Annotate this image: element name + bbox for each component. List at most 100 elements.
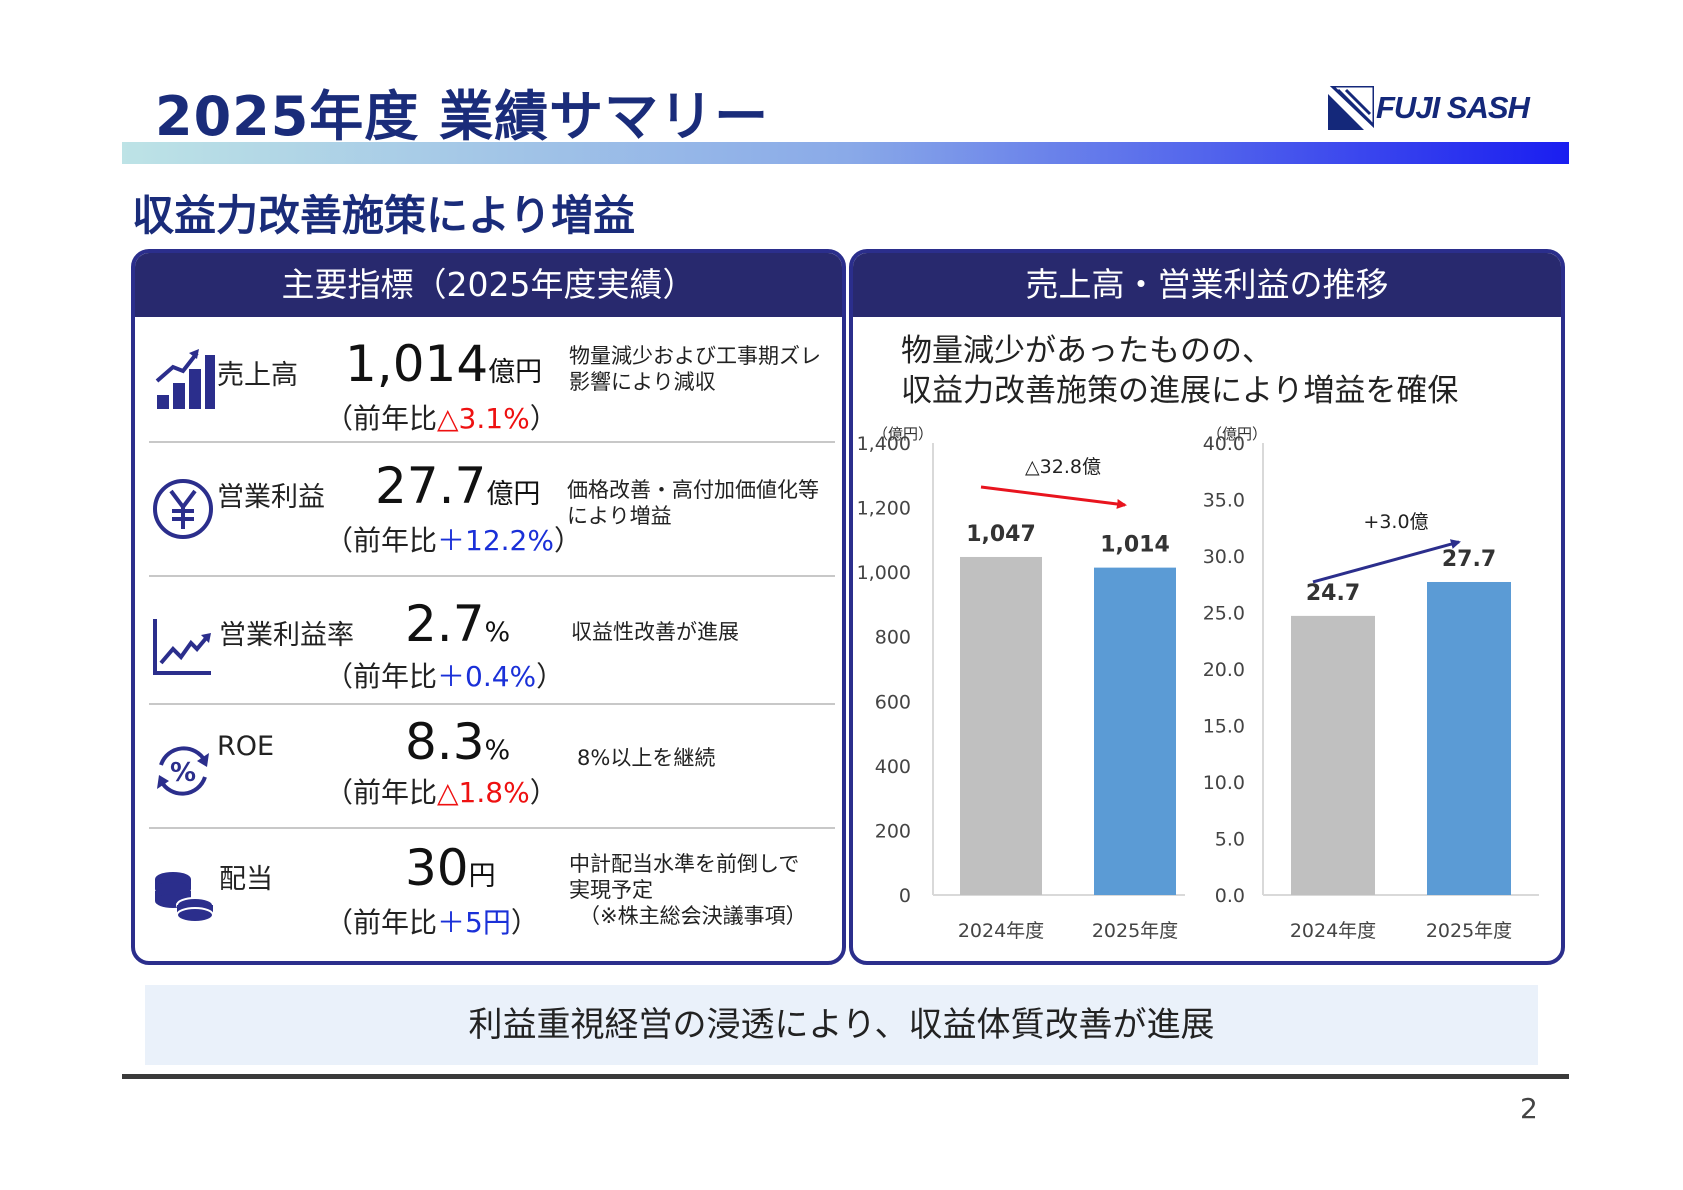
metric-label: ROE [217, 731, 275, 762]
note-line: 収益性改善が進展 [571, 620, 739, 644]
data-label: 27.7 [1442, 547, 1496, 572]
x-tick-label: 2024年度 [958, 920, 1044, 942]
metric-roe: % ROE 8.3% （前年比△1.8%） 8%以上を継続 [149, 705, 835, 829]
yoy-prefix: （前年比 [325, 906, 438, 939]
y-unit-label: （億円） [873, 425, 933, 443]
footer-message: 利益重視経営の浸透により、収益体質改善が進展 [468, 1005, 1215, 1045]
metric-yoy: （前年比＋0.4%） [325, 655, 564, 695]
metric-value: 27.7億円 [375, 457, 540, 515]
change-arrow [1312, 539, 1461, 584]
x-tick-label: 2025年度 [1092, 920, 1178, 942]
key-indicators-heading: 主要指標（2025年度実績） [135, 253, 842, 317]
y-tick-label: 35.0 [1203, 490, 1245, 512]
divider [149, 703, 835, 705]
sales-profit-trend-panel: 売上高・営業利益の推移 物量減少があったものの、 収益力改善施策の進展により増益… [849, 249, 1565, 965]
logo-text: FUJI SASH [1376, 90, 1530, 125]
key-indicators-panel: 主要指標（2025年度実績） 売上高 1,014億円 （前年比△3.1%） 物量… [131, 249, 846, 965]
y-tick-label: 1,000 [857, 562, 911, 584]
yoy-prefix: （前年比 [325, 524, 438, 557]
data-label: 1,014 [1100, 533, 1170, 558]
metric-label: 営業利益 [217, 482, 325, 513]
metric-note: 8%以上を継続 [577, 745, 715, 771]
metric-unit: 億円 [486, 479, 541, 510]
metric-number: 30 [405, 839, 469, 897]
y-tick-label: 1,400 [857, 433, 911, 455]
y-tick-label: 15.0 [1203, 716, 1245, 738]
metric-note: 中計配当水準を前倒しで 実現予定 （※株主総会決議事項） [569, 851, 807, 929]
trend-heading: 売上高・営業利益の推移 [853, 253, 1561, 317]
lead-line: 収益力改善施策の進展により増益を確保 [901, 373, 1459, 409]
metric-operating-margin: 営業利益率 2.7% （前年比＋0.4%） 収益性改善が進展 [149, 577, 835, 705]
yoy-suffix: ） [529, 402, 558, 435]
y-tick-label: 25.0 [1203, 603, 1245, 625]
y-tick-label: 10.0 [1203, 772, 1245, 794]
note-line: 中計配当水準を前倒しで [569, 852, 800, 876]
note-line: （※株主総会決議事項） [579, 904, 807, 928]
footer-banner [145, 985, 1538, 1065]
metric-number: 2.7 [405, 595, 485, 653]
x-tick-label: 2025年度 [1426, 920, 1512, 942]
divider [149, 827, 835, 829]
divider [149, 441, 835, 443]
note-line: により増益 [567, 504, 672, 528]
metric-unit: % [484, 617, 511, 648]
metric-number: 8.3 [405, 713, 485, 771]
y-unit-label: （億円） [1207, 425, 1267, 443]
metric-sales: 売上高 1,014億円 （前年比△3.1%） 物量減少および工事期ズレ 影響によ… [149, 317, 835, 443]
metric-unit: 億円 [488, 357, 543, 388]
trend-chart-icon [153, 619, 211, 675]
yoy-suffix: ） [529, 776, 558, 809]
metric-label: 売上高 [217, 360, 298, 391]
note-line: 影響により減収 [569, 370, 716, 394]
metric-note: 価格改善・高付加価値化等 により増益 [567, 477, 819, 529]
y-tick-label: 200 [875, 820, 911, 842]
y-tick-label: 800 [875, 627, 911, 649]
lead-line: 物量減少があったものの、 [901, 333, 1273, 369]
company-logo: FUJI SASH [1328, 84, 1530, 132]
y-tick-label: 40.0 [1203, 433, 1245, 455]
bar [1427, 581, 1511, 895]
title-gradient-bar [122, 142, 1569, 164]
footer-divider [122, 1074, 1569, 1079]
metric-yoy: （前年比△3.1%） [325, 397, 558, 437]
bar-growth-icon [155, 349, 215, 409]
bar [960, 556, 1042, 895]
bar [1291, 615, 1375, 895]
yoy-prefix: （前年比 [325, 402, 438, 435]
metric-number: 27.7 [375, 457, 487, 515]
y-tick-label: 30.0 [1203, 546, 1245, 568]
metric-unit: % [484, 735, 511, 766]
metric-value: 2.7% [405, 595, 510, 653]
metric-unit: 円 [468, 861, 496, 892]
change-annotation: △32.8億 [1025, 456, 1101, 478]
page-number: 2 [1520, 1092, 1538, 1125]
yoy-value: △3.1% [437, 402, 530, 435]
metric-yoy: （前年比△1.8%） [325, 771, 558, 811]
metric-yoy: （前年比＋12.2%） [325, 519, 582, 559]
yoy-value: ＋5円 [437, 906, 511, 939]
divider [149, 575, 835, 577]
yen-icon [153, 479, 213, 539]
y-tick-label: 1,200 [857, 498, 911, 520]
metric-number: 1,014 [345, 335, 489, 393]
metric-value: 30円 [405, 839, 496, 897]
metric-note: 物量減少および工事期ズレ 影響により減収 [569, 343, 821, 395]
data-label: 24.7 [1306, 581, 1360, 606]
note-line: 物量減少および工事期ズレ [569, 344, 821, 368]
bar [1094, 567, 1176, 895]
y-tick-label: 400 [875, 756, 911, 778]
metric-operating-profit: 営業利益 27.7億円 （前年比＋12.2%） 価格改善・高付加価値化等 により… [149, 443, 835, 577]
yoy-value: ＋0.4% [437, 660, 537, 693]
change-annotation: +3.0億 [1363, 511, 1428, 533]
yoy-prefix: （前年比 [325, 776, 438, 809]
coins-icon [155, 872, 214, 923]
metric-label: 営業利益率 [219, 620, 354, 651]
yoy-value: △1.8% [437, 776, 530, 809]
trend-lead-text: 物量減少があったものの、 収益力改善施策の進展により増益を確保 [901, 331, 1458, 411]
yoy-value: ＋12.2% [437, 524, 554, 557]
y-tick-label: 0.0 [1215, 885, 1245, 907]
metric-yoy: （前年比＋5円） [325, 901, 539, 941]
y-tick-label: 0 [899, 885, 911, 907]
yoy-suffix: ） [510, 906, 539, 939]
metric-dividend: 配当 30円 （前年比＋5円） 中計配当水準を前倒しで 実現予定 （※株主総会決… [149, 829, 835, 959]
